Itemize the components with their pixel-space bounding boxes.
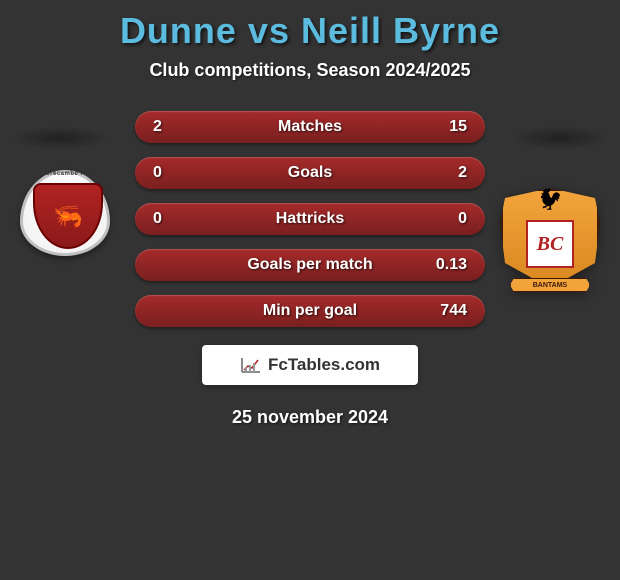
stat-right-value: 0 (427, 210, 467, 228)
shrimp-icon: 🦐 (53, 202, 83, 231)
stat-right-value: 2 (427, 164, 467, 182)
stat-row: 0Hattricks0 (135, 203, 485, 235)
shield-left: Morecambe FC 🦐 (20, 170, 110, 256)
banner-text: BANTAMS (510, 278, 590, 292)
brand-box: FcTables.com (202, 345, 418, 385)
club-badge-left: Morecambe FC 🦐 (20, 170, 120, 270)
stat-left-value: 0 (153, 210, 193, 228)
stat-label: Hattricks (193, 210, 427, 228)
rooster-icon: 🐓 (538, 187, 563, 212)
stat-label: Matches (193, 118, 427, 136)
shadow-right (510, 126, 610, 150)
stat-row: 2Matches15 (135, 111, 485, 143)
stat-label: Goals per match (193, 256, 427, 274)
stat-right-value: 0.13 (427, 256, 467, 274)
inner-shield: 🦐 (33, 183, 103, 249)
initials-panel: BC (526, 220, 574, 268)
initials-text: BC (537, 233, 564, 256)
shadow-left (10, 126, 110, 150)
stat-left-value: 0 (153, 164, 193, 182)
stat-right-value: 15 (427, 118, 467, 136)
subtitle: Club competitions, Season 2024/2025 (0, 60, 620, 81)
stat-row: Goals per match0.13 (135, 249, 485, 281)
stat-label: Min per goal (193, 302, 427, 320)
brand-text: FcTables.com (268, 355, 380, 375)
infographic-container: Dunne vs Neill Byrne Club competitions, … (0, 0, 620, 438)
stat-row: Min per goal744 (135, 295, 485, 327)
stat-right-value: 744 (427, 302, 467, 320)
page-title: Dunne vs Neill Byrne (0, 10, 620, 52)
stat-row: 0Goals2 (135, 157, 485, 189)
stat-left-value: 2 (153, 118, 193, 136)
shield-right-wrap: 🐓 BC BANTAMS (500, 188, 600, 288)
date-text: 25 november 2024 (0, 407, 620, 428)
club-badge-right: 🐓 BC BANTAMS (500, 188, 600, 288)
shield-right: 🐓 BC (500, 188, 600, 288)
stat-label: Goals (193, 164, 427, 182)
chart-icon (240, 356, 262, 374)
badge-arc-text: Morecambe FC (23, 171, 107, 177)
